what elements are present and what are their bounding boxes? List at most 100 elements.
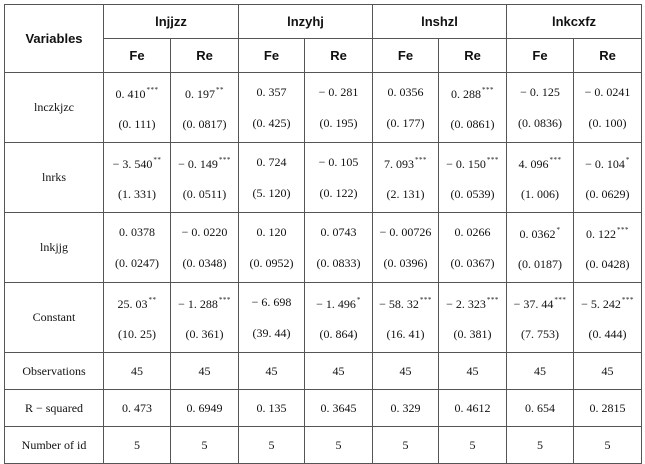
coefficient: − 0. 0241 bbox=[584, 85, 631, 99]
statistic-row: Number of id 5 5 5 5 5 5 5 5 bbox=[4, 426, 643, 464]
statistic-row: R − squared 0. 473 0. 6949 0. 135 0. 3645 0. … bbox=[4, 389, 643, 427]
estimate-cell: − 1. 288*** (0. 361) bbox=[170, 282, 239, 353]
significance-stars: * bbox=[356, 296, 361, 305]
standard-error: (0. 0396) bbox=[383, 256, 428, 270]
coefficient: − 0. 149 bbox=[178, 157, 218, 172]
coefficient-line: 0. 0362* bbox=[508, 223, 573, 242]
statistic-value: 5 bbox=[304, 426, 373, 464]
group-header-lnzyhj: lnzyhj bbox=[238, 4, 373, 39]
coefficient: 0. 0266 bbox=[454, 225, 491, 239]
statistic-value: 0. 329 bbox=[372, 389, 439, 427]
significance-stars: ** bbox=[216, 86, 224, 95]
coefficient-line: − 0. 0220 bbox=[172, 224, 238, 240]
coefficient: − 1. 496 bbox=[316, 297, 356, 312]
significance-stars: *** bbox=[621, 296, 634, 305]
estimate-cell: − 0. 150*** (0. 0539) bbox=[438, 142, 507, 213]
coefficient: 0. 288 bbox=[451, 87, 481, 102]
model-header: Re bbox=[304, 38, 373, 73]
standard-error: (2. 131) bbox=[386, 186, 425, 201]
coefficient-line: − 3. 540** bbox=[105, 153, 170, 172]
coefficient: − 0. 00726 bbox=[379, 225, 432, 239]
estimate-cell: − 0. 0241 (0. 100) bbox=[572, 72, 643, 143]
standard-error: (0. 0187) bbox=[518, 256, 562, 271]
significance-stars: *** bbox=[146, 86, 159, 95]
standard-error: (10. 25) bbox=[118, 326, 156, 341]
coefficient-line: 0. 0266 bbox=[440, 224, 506, 240]
coefficient: − 0. 150 bbox=[446, 157, 486, 172]
significance-stars: *** bbox=[486, 296, 499, 305]
model-header: Fe bbox=[103, 38, 171, 73]
statistic-value: 5 bbox=[506, 426, 574, 464]
estimate-cell: 0. 0362* (0. 0187) bbox=[506, 212, 574, 283]
coefficient-line: 0. 120 bbox=[240, 224, 304, 240]
coefficient-line: − 5. 242*** bbox=[575, 293, 641, 312]
estimate-cell: − 2. 323*** (0. 381) bbox=[438, 282, 507, 353]
estimate-cell: 0. 410*** (0. 111) bbox=[103, 72, 171, 143]
coefficient-line: 4. 096*** bbox=[508, 153, 573, 172]
variable-label: lnrks bbox=[4, 142, 104, 213]
statistic-value: 5 bbox=[372, 426, 439, 464]
coefficient-line: − 0. 00726 bbox=[374, 224, 438, 240]
coefficient-line: − 58. 32*** bbox=[374, 293, 438, 312]
coefficient: − 5. 242 bbox=[581, 297, 621, 312]
variable-row: Constant 25. 03** (10. 25) − 1. 288*** (0. 3… bbox=[4, 282, 643, 353]
coefficient: − 0. 125 bbox=[520, 85, 560, 99]
estimate-cell: − 0. 125 (0. 0836) bbox=[506, 72, 574, 143]
coefficient: − 0. 105 bbox=[318, 155, 359, 169]
coefficient: − 0. 104 bbox=[585, 157, 625, 172]
standard-error: (0. 0367) bbox=[450, 256, 495, 270]
coefficient-line: − 0. 0241 bbox=[575, 84, 641, 100]
coefficient: − 3. 540 bbox=[112, 157, 153, 172]
model-header: Fe bbox=[372, 38, 439, 73]
model-header: Re bbox=[572, 38, 643, 73]
coefficient: − 0. 0220 bbox=[181, 225, 228, 239]
variable-row: lnkjjg 0. 0378 (0. 0247) − 0. 0220 (0. 0348)… bbox=[4, 212, 643, 283]
standard-error: (0. 111) bbox=[118, 116, 156, 131]
estimate-cell: 0. 0266 (0. 0367) bbox=[438, 212, 507, 283]
estimate-cell: 0. 357 (0. 425) bbox=[238, 72, 305, 143]
statistic-value: 45 bbox=[506, 352, 574, 390]
significance-stars: *** bbox=[415, 156, 427, 165]
coefficient-line: − 2. 323*** bbox=[440, 293, 506, 312]
coefficient-line: − 0. 125 bbox=[508, 84, 573, 100]
coefficient: − 0. 281 bbox=[318, 85, 359, 99]
estimate-cell: 0. 0356 (0. 177) bbox=[372, 72, 439, 143]
coefficient-line: − 0. 105 bbox=[306, 154, 372, 170]
significance-stars: *** bbox=[419, 296, 432, 305]
standard-error: (0. 864) bbox=[319, 326, 358, 341]
standard-error: (0. 177) bbox=[386, 116, 425, 130]
statistic-value: 5 bbox=[438, 426, 507, 464]
standard-error: (0. 361) bbox=[185, 326, 224, 341]
estimate-cell: − 0. 105 (0. 122) bbox=[304, 142, 373, 213]
standard-error: (0. 0629) bbox=[585, 186, 630, 201]
estimate-cell: 0. 120 (0. 0952) bbox=[238, 212, 305, 283]
estimate-cell: − 37. 44*** (7. 753) bbox=[506, 282, 574, 353]
statistic-value: 5 bbox=[572, 426, 643, 464]
statistic-label: Observations bbox=[4, 352, 104, 390]
group-header-lnkcxfz: lnkcxfz bbox=[505, 4, 643, 39]
standard-error: (7. 753) bbox=[521, 326, 559, 341]
estimate-cell: 4. 096*** (1. 006) bbox=[506, 142, 574, 213]
standard-error: (0. 0861) bbox=[450, 116, 495, 131]
statistic-label: R − squared bbox=[4, 389, 104, 427]
estimate-cell: − 0. 0220 (0. 0348) bbox=[170, 212, 239, 283]
variables-header: Variables bbox=[4, 4, 104, 73]
coefficient-line: 0. 724 bbox=[240, 154, 304, 170]
variable-row: lnczkjzc 0. 410*** (0. 111) 0. 197** (0. 081… bbox=[4, 72, 643, 143]
coefficient: 25. 03 bbox=[117, 297, 148, 312]
coefficient-line: 0. 0743 bbox=[306, 224, 372, 240]
statistic-value: 5 bbox=[170, 426, 239, 464]
standard-error: (0. 425) bbox=[252, 116, 291, 130]
significance-stars: *** bbox=[218, 296, 231, 305]
variable-label: Constant bbox=[4, 282, 104, 353]
header-row-models: Fe Re Fe Re Fe Re Fe Re bbox=[5, 38, 643, 73]
coefficient: 0. 410 bbox=[115, 87, 146, 102]
coefficient-line: − 0. 281 bbox=[306, 84, 372, 100]
statistic-value: 45 bbox=[170, 352, 239, 390]
coefficient-line: 7. 093*** bbox=[374, 153, 438, 172]
coefficient-line: 0. 122*** bbox=[575, 223, 641, 242]
variable-label: lnkjjg bbox=[4, 212, 104, 283]
significance-stars: * bbox=[556, 226, 561, 235]
group-header-lnjjzz: lnjjzz bbox=[103, 4, 239, 39]
coefficient: 0. 0356 bbox=[387, 85, 424, 99]
